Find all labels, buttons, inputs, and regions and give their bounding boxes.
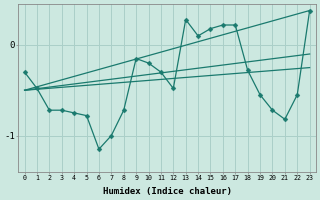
X-axis label: Humidex (Indice chaleur): Humidex (Indice chaleur)	[103, 187, 232, 196]
